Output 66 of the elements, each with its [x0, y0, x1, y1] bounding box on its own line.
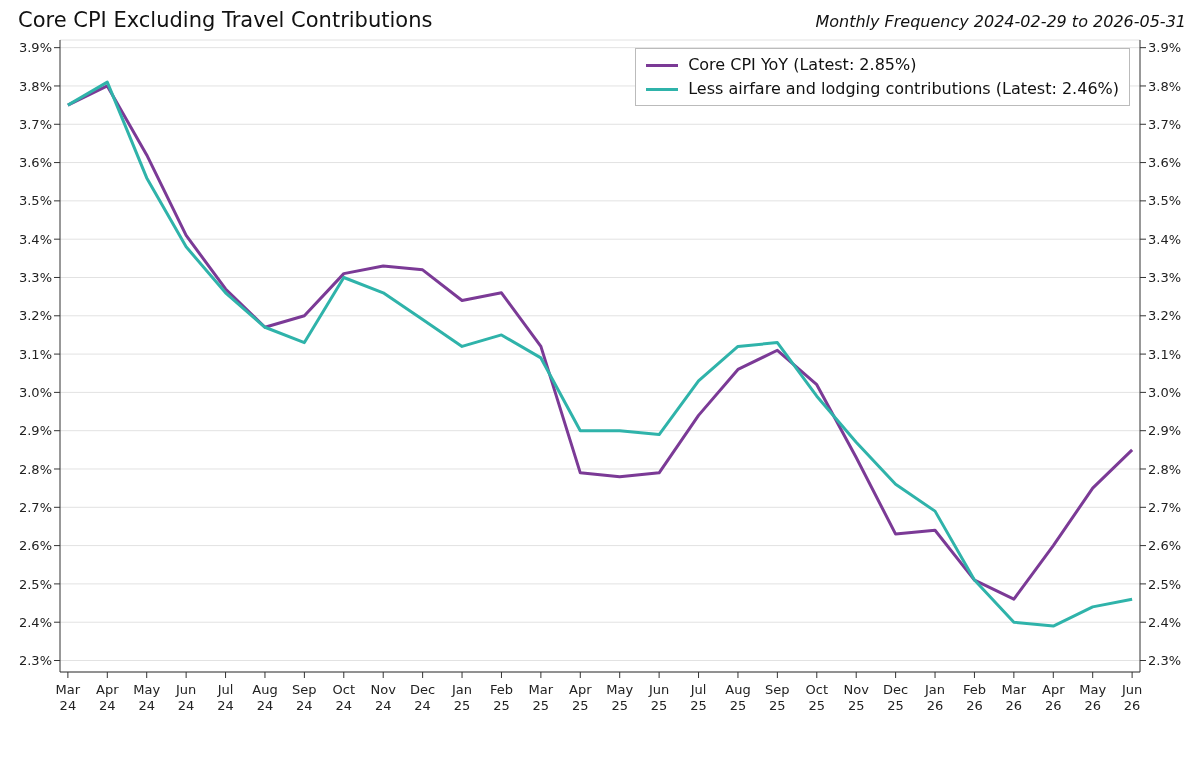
y-tick-label: 3.7%: [18, 116, 52, 132]
y-tick-label: 2.3%: [18, 653, 52, 669]
y2-tick-label: 3.5%: [1148, 193, 1182, 209]
x-tick-label: Feb 26: [962, 682, 986, 713]
x-tick-label: Mar 24: [55, 682, 81, 713]
y2-tick-label: 2.4%: [1148, 614, 1182, 630]
y2-tick-label: 3.4%: [1148, 231, 1182, 247]
x-tick-label: Jan 25: [451, 682, 473, 713]
y-tick-label: 3.1%: [18, 346, 52, 362]
x-tick-label: Aug 25: [725, 682, 751, 713]
y2-tick-label: 3.0%: [1148, 385, 1182, 400]
y2-tick-label: 2.9%: [1148, 423, 1182, 439]
legend-label: Less airfare and lodging contributions (Latest: 2.46%): [688, 78, 1119, 100]
y2-tick-label: 2.8%: [1148, 461, 1182, 477]
x-tick-label: Jun 25: [647, 682, 670, 713]
y2-tick-label: 3.1%: [1148, 346, 1182, 362]
y2-tick-label: 2.3%: [1148, 653, 1182, 669]
x-tick-label: Nov 25: [843, 682, 870, 713]
x-tick-label: Oct 24: [332, 682, 356, 713]
x-tick-label: Jun 24: [174, 682, 197, 713]
x-tick-label: Oct 25: [805, 682, 829, 713]
y-tick-label: 3.0%: [18, 385, 52, 400]
x-tick-label: Sep 25: [765, 682, 790, 713]
x-tick-label: Nov 24: [370, 682, 397, 713]
y2-tick-label: 2.6%: [1148, 538, 1182, 554]
y2-tick-label: 2.5%: [1148, 576, 1182, 592]
y-tick-label: 2.9%: [18, 423, 52, 439]
x-tick-label: Feb 25: [489, 682, 513, 713]
x-tick-label: May 25: [606, 682, 634, 713]
y-tick-label: 3.6%: [18, 155, 52, 171]
x-tick-label: May 24: [133, 682, 161, 713]
x-tick-label: Dec 24: [410, 682, 436, 713]
y2-tick-label: 2.7%: [1148, 499, 1182, 515]
x-tick-label: Dec 25: [883, 682, 909, 713]
y2-tick-label: 3.9%: [1148, 40, 1182, 56]
x-tick-label: May 26: [1079, 682, 1107, 713]
y-tick-label: 2.5%: [18, 576, 52, 592]
y-tick-label: 3.2%: [18, 308, 52, 324]
x-tick-label: Apr 24: [96, 682, 120, 713]
x-tick-label: Jun 26: [1120, 682, 1143, 713]
x-tick-label: Mar 26: [1001, 682, 1027, 713]
x-tick-label: Jul 25: [689, 682, 707, 713]
y2-tick-label: 3.8%: [1148, 78, 1182, 94]
y-tick-label: 3.9%: [18, 40, 52, 56]
x-tick-label: Aug 24: [252, 682, 278, 713]
y2-tick-label: 3.3%: [1148, 270, 1182, 286]
y-tick-label: 3.3%: [18, 270, 52, 286]
x-tick-label: Apr 26: [1042, 682, 1066, 713]
y-tick-label: 3.4%: [18, 231, 52, 247]
x-tick-label: Jul 24: [216, 682, 234, 713]
legend-label: Core CPI YoY (Latest: 2.85%): [688, 54, 917, 76]
y2-tick-label: 3.2%: [1148, 308, 1182, 324]
y-tick-label: 2.4%: [18, 614, 52, 630]
chart-subtitle: Monthly Frequency 2024-02-29 to 2026-05-31: [815, 12, 1186, 31]
y2-tick-label: 3.7%: [1148, 116, 1182, 132]
y2-tick-label: 3.6%: [1148, 155, 1182, 171]
y-tick-label: 3.8%: [18, 78, 52, 94]
y-tick-label: 3.5%: [18, 193, 52, 209]
chart-title: Core CPI Excluding Travel Contributions: [18, 8, 433, 32]
x-tick-label: Mar 25: [528, 682, 554, 713]
x-tick-label: Apr 25: [569, 682, 593, 713]
y-tick-label: 2.8%: [18, 461, 52, 477]
y-tick-label: 2.7%: [18, 499, 52, 515]
y-tick-label: 2.6%: [18, 538, 52, 554]
x-tick-label: Sep 24: [292, 682, 317, 713]
x-tick-label: Jan 26: [924, 682, 946, 713]
